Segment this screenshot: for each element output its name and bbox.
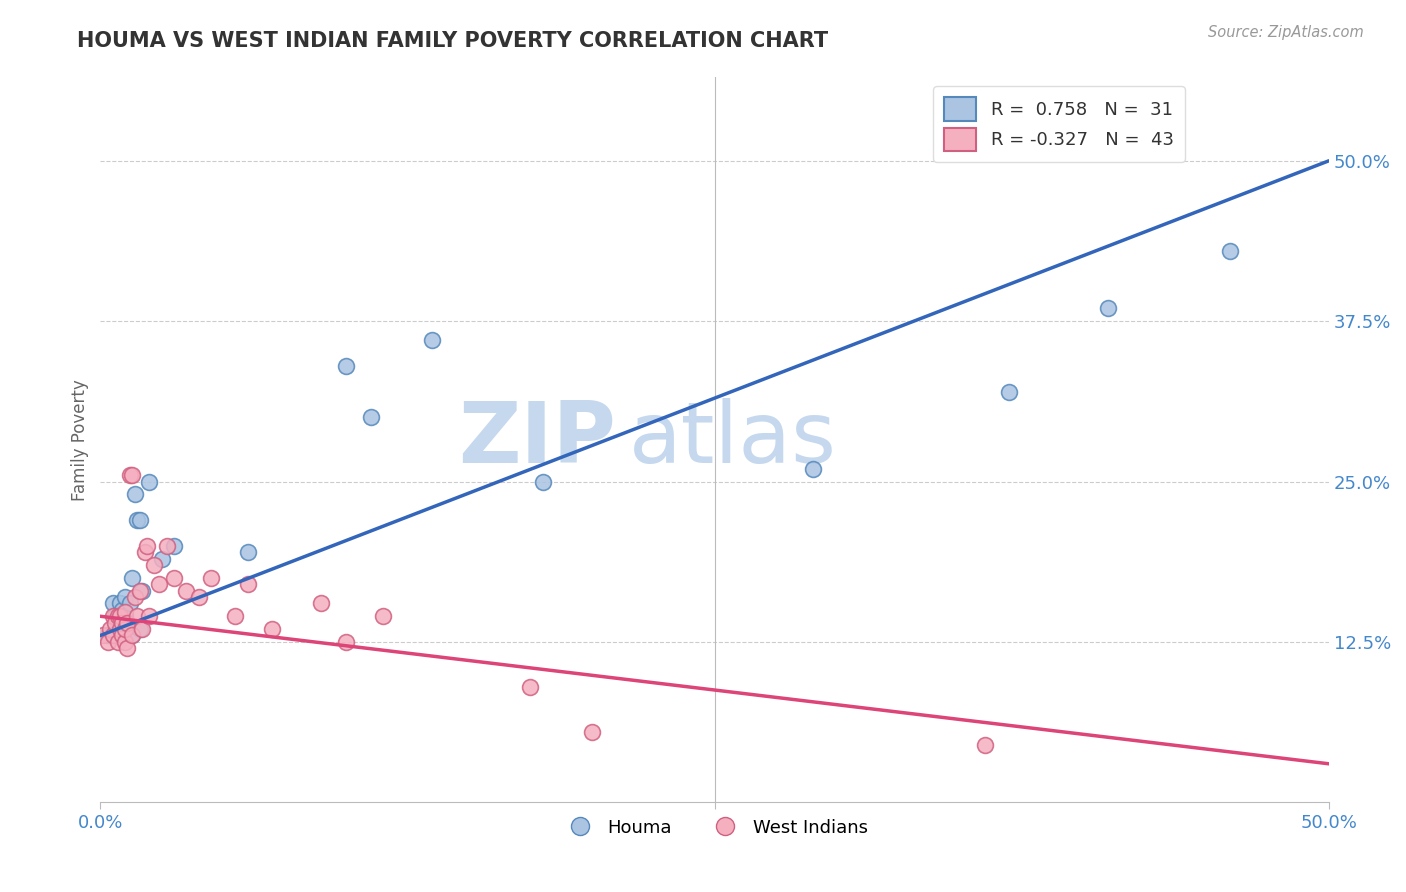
Point xyxy=(107,615,129,630)
Point xyxy=(108,622,131,636)
Point xyxy=(163,539,186,553)
Point xyxy=(236,545,259,559)
Point xyxy=(117,615,139,630)
Point xyxy=(176,583,198,598)
Point xyxy=(311,596,333,610)
Point xyxy=(127,609,149,624)
Point xyxy=(118,468,141,483)
Point xyxy=(136,539,159,553)
Point xyxy=(107,609,129,624)
Point xyxy=(111,628,134,642)
Point xyxy=(108,609,131,624)
Point xyxy=(1097,301,1119,316)
Point xyxy=(114,606,136,620)
Point xyxy=(371,609,394,624)
Point xyxy=(335,635,357,649)
Point xyxy=(117,641,139,656)
Point xyxy=(360,410,382,425)
Point xyxy=(107,635,129,649)
Legend: Houma, West Indians: Houma, West Indians xyxy=(554,812,875,844)
Text: Source: ZipAtlas.com: Source: ZipAtlas.com xyxy=(1208,25,1364,40)
Point xyxy=(117,615,139,630)
Point xyxy=(148,577,170,591)
Point xyxy=(127,513,149,527)
Point xyxy=(121,628,143,642)
Text: HOUMA VS WEST INDIAN FAMILY POVERTY CORRELATION CHART: HOUMA VS WEST INDIAN FAMILY POVERTY CORR… xyxy=(77,31,828,51)
Point xyxy=(131,622,153,636)
Text: atlas: atlas xyxy=(628,399,837,482)
Point xyxy=(163,571,186,585)
Point xyxy=(101,609,124,624)
Point xyxy=(150,551,173,566)
Point xyxy=(973,738,995,752)
Point xyxy=(121,571,143,585)
Point xyxy=(581,724,603,739)
Point xyxy=(200,571,222,585)
Point xyxy=(335,359,357,373)
Point xyxy=(114,609,136,624)
Point xyxy=(187,590,209,604)
Point xyxy=(156,539,179,553)
Point xyxy=(124,590,146,604)
Point xyxy=(111,615,134,630)
Point xyxy=(998,384,1021,399)
Point xyxy=(236,577,259,591)
Point xyxy=(101,628,124,642)
Point xyxy=(97,628,120,642)
Point xyxy=(97,635,120,649)
Point xyxy=(118,596,141,610)
Point xyxy=(420,334,443,348)
Point xyxy=(519,680,541,694)
Point xyxy=(114,635,136,649)
Point xyxy=(1219,244,1241,258)
Point xyxy=(224,609,246,624)
Point xyxy=(143,558,166,572)
Point xyxy=(121,468,143,483)
Point xyxy=(104,615,127,630)
Point xyxy=(91,628,114,642)
Point xyxy=(121,628,143,642)
Point xyxy=(128,513,150,527)
Point xyxy=(108,622,131,636)
Point xyxy=(531,475,554,489)
Point xyxy=(131,583,153,598)
Point xyxy=(124,487,146,501)
Point xyxy=(114,622,136,636)
Point xyxy=(138,609,160,624)
Point xyxy=(134,545,156,559)
Point xyxy=(98,622,121,636)
Point xyxy=(111,628,134,642)
Point xyxy=(801,461,824,475)
Text: ZIP: ZIP xyxy=(458,399,616,482)
Point xyxy=(128,622,150,636)
Point xyxy=(138,475,160,489)
Point xyxy=(111,603,134,617)
Point xyxy=(108,596,131,610)
Point xyxy=(101,596,124,610)
Point xyxy=(114,590,136,604)
Point xyxy=(262,622,284,636)
Y-axis label: Family Poverty: Family Poverty xyxy=(72,379,89,500)
Point xyxy=(104,609,127,624)
Point xyxy=(128,583,150,598)
